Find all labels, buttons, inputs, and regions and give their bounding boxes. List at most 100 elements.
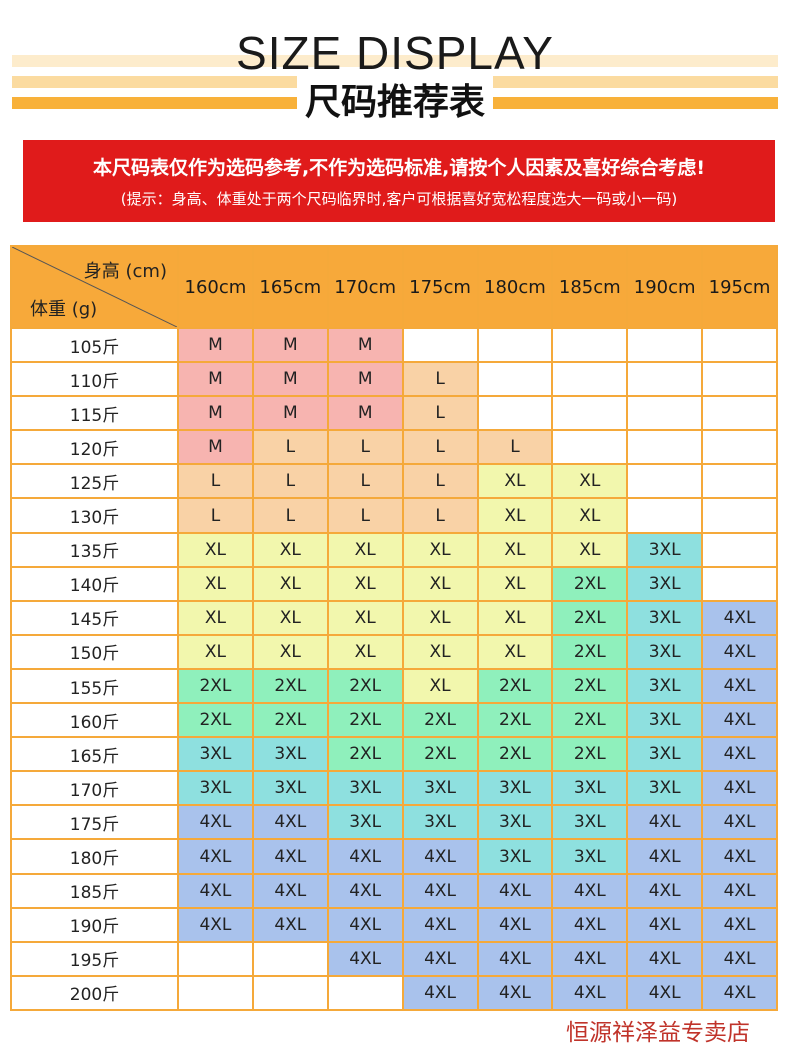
size-cell: 2XL: [553, 567, 627, 600]
size-cell: 4XL: [703, 908, 776, 941]
size-cell: 4XL: [628, 908, 702, 941]
weight-row-label: 110斤: [12, 363, 177, 396]
size-cell: L: [253, 499, 327, 532]
size-cell: M: [179, 397, 252, 430]
size-cell: [179, 976, 252, 1009]
notice-banner: 本尺码表仅作为选码参考,不作为选码标准,请按个人因素及喜好综合考虑! (提示：身…: [23, 140, 775, 222]
size-cell: [703, 533, 776, 566]
size-cell: 4XL: [703, 840, 776, 873]
size-cell: 3XL: [628, 567, 702, 600]
weight-row-label: 150斤: [12, 635, 177, 668]
size-cell: [553, 397, 627, 430]
size-cell: XL: [478, 635, 552, 668]
size-cell: 4XL: [328, 908, 402, 941]
size-cell: 3XL: [328, 806, 402, 839]
page-title-cn: 尺码推荐表: [296, 76, 493, 130]
size-cell: [628, 431, 702, 464]
size-cell: XL: [179, 635, 252, 668]
size-cell: [628, 397, 702, 430]
weight-row-label: 190斤: [12, 908, 177, 941]
size-cell: 3XL: [328, 772, 402, 805]
size-cell: [553, 363, 627, 396]
size-cell: 3XL: [553, 840, 627, 873]
size-cell: XL: [478, 465, 552, 498]
weight-row-label: 130斤: [12, 499, 177, 532]
size-cell: L: [328, 431, 402, 464]
size-cell: [478, 397, 552, 430]
size-cell: [703, 431, 776, 464]
height-header-cell: 195cm: [703, 247, 776, 327]
size-cell: XL: [328, 635, 402, 668]
size-cell: 3XL: [478, 772, 552, 805]
size-cell: XL: [478, 601, 552, 634]
size-cell: 4XL: [553, 942, 627, 975]
table-corner-header: 身高 (cm) 体重 (g): [12, 247, 177, 327]
size-cell: 3XL: [628, 738, 702, 771]
size-cell: 4XL: [628, 942, 702, 975]
size-cell: XL: [253, 533, 327, 566]
height-header-cell: 170cm: [328, 247, 402, 327]
size-cell: 4XL: [628, 806, 702, 839]
size-cell: XL: [553, 533, 627, 566]
size-cell: 3XL: [628, 772, 702, 805]
weight-row-label: 145斤: [12, 601, 177, 634]
size-cell: 4XL: [328, 840, 402, 873]
size-cell: 4XL: [703, 772, 776, 805]
size-cell: 3XL: [553, 806, 627, 839]
size-cell: [553, 329, 627, 362]
size-cell: L: [403, 363, 477, 396]
notice-line-1: 本尺码表仅作为选码参考,不作为选码标准,请按个人因素及喜好综合考虑!: [92, 157, 706, 179]
size-cell: M: [328, 363, 402, 396]
size-cell: [703, 567, 776, 600]
size-cell: XL: [328, 533, 402, 566]
size-cell: 3XL: [478, 806, 552, 839]
size-cell: L: [179, 465, 252, 498]
size-cell: 2XL: [403, 704, 477, 737]
size-cell: 2XL: [253, 704, 327, 737]
size-cell: 4XL: [253, 874, 327, 907]
size-cell: 4XL: [553, 874, 627, 907]
size-cell: 4XL: [478, 942, 552, 975]
size-cell: XL: [403, 635, 477, 668]
size-cell: 4XL: [703, 976, 776, 1009]
size-cell: [703, 363, 776, 396]
page-title-cn-wrap: 尺码推荐表: [0, 76, 790, 130]
size-cell: 4XL: [403, 976, 477, 1009]
size-cell: 4XL: [328, 942, 402, 975]
size-cell: 3XL: [628, 601, 702, 634]
size-cell: XL: [328, 601, 402, 634]
height-header-cell: 165cm: [253, 247, 327, 327]
size-cell: XL: [179, 601, 252, 634]
size-cell: 4XL: [253, 806, 327, 839]
size-cell: XL: [253, 635, 327, 668]
size-cell: 3XL: [628, 635, 702, 668]
size-cell: 2XL: [553, 635, 627, 668]
size-cell: 4XL: [703, 601, 776, 634]
size-cell: M: [179, 431, 252, 464]
size-cell: 3XL: [403, 772, 477, 805]
weight-row-label: 195斤: [12, 942, 177, 975]
weight-row-label: 175斤: [12, 806, 177, 839]
size-cell: XL: [478, 533, 552, 566]
size-cell: 4XL: [703, 738, 776, 771]
size-cell: 4XL: [179, 908, 252, 941]
size-cell: 3XL: [628, 533, 702, 566]
size-table: 身高 (cm) 体重 (g) 160cm 165cm 170cm 175cm 180cm…: [10, 245, 778, 1011]
height-header-cell: 160cm: [179, 247, 252, 327]
size-cell: 2XL: [553, 601, 627, 634]
size-cell: M: [179, 329, 252, 362]
size-cell: 4XL: [703, 874, 776, 907]
size-cell: XL: [403, 567, 477, 600]
size-cell: [703, 397, 776, 430]
decor-stripe-light: [12, 55, 778, 67]
size-cell: 2XL: [553, 738, 627, 771]
size-cell: [478, 363, 552, 396]
size-cell: 4XL: [478, 908, 552, 941]
size-cell: 2XL: [328, 738, 402, 771]
weight-row-label: 155斤: [12, 669, 177, 703]
size-cell: 4XL: [478, 874, 552, 907]
size-cell: 4XL: [403, 942, 477, 975]
size-cell: 4XL: [703, 806, 776, 839]
weight-row-label: 180斤: [12, 840, 177, 873]
weight-row-label: 160斤: [12, 704, 177, 737]
